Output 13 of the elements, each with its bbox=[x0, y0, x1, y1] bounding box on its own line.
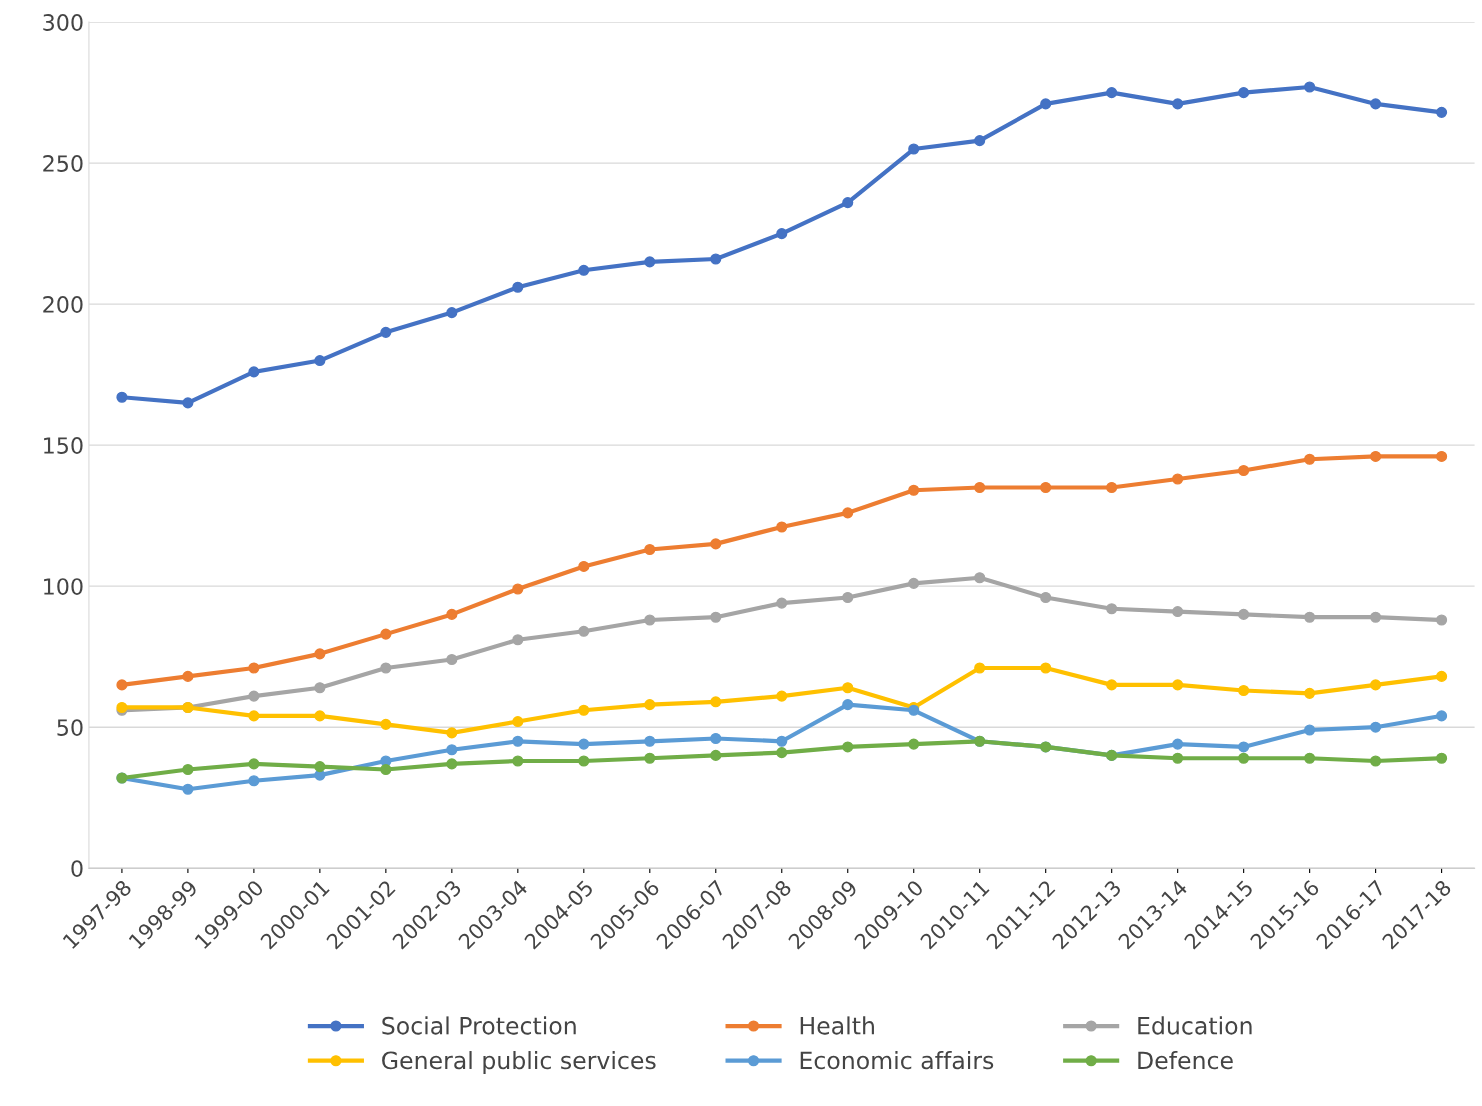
legend-label: Economic affairs bbox=[800, 1051, 994, 1070]
legend-label: Defence bbox=[1138, 1051, 1233, 1070]
legend-label: General public services bbox=[382, 1051, 656, 1074]
y-tick-label: 150 bbox=[44, 437, 83, 454]
legend-label: Social Protection bbox=[382, 1016, 576, 1035]
y-tick-label: 300 bbox=[43, 14, 83, 31]
legend-label: Education bbox=[1138, 1016, 1252, 1035]
y-tick-label: 200 bbox=[43, 296, 83, 313]
y-tick-label: 250 bbox=[43, 155, 83, 172]
y-tick-label: 0 bbox=[71, 860, 83, 877]
y-tick-label: 100 bbox=[44, 578, 83, 595]
legend-label: Health bbox=[800, 1016, 874, 1035]
y-tick-label: 50 bbox=[57, 719, 83, 736]
